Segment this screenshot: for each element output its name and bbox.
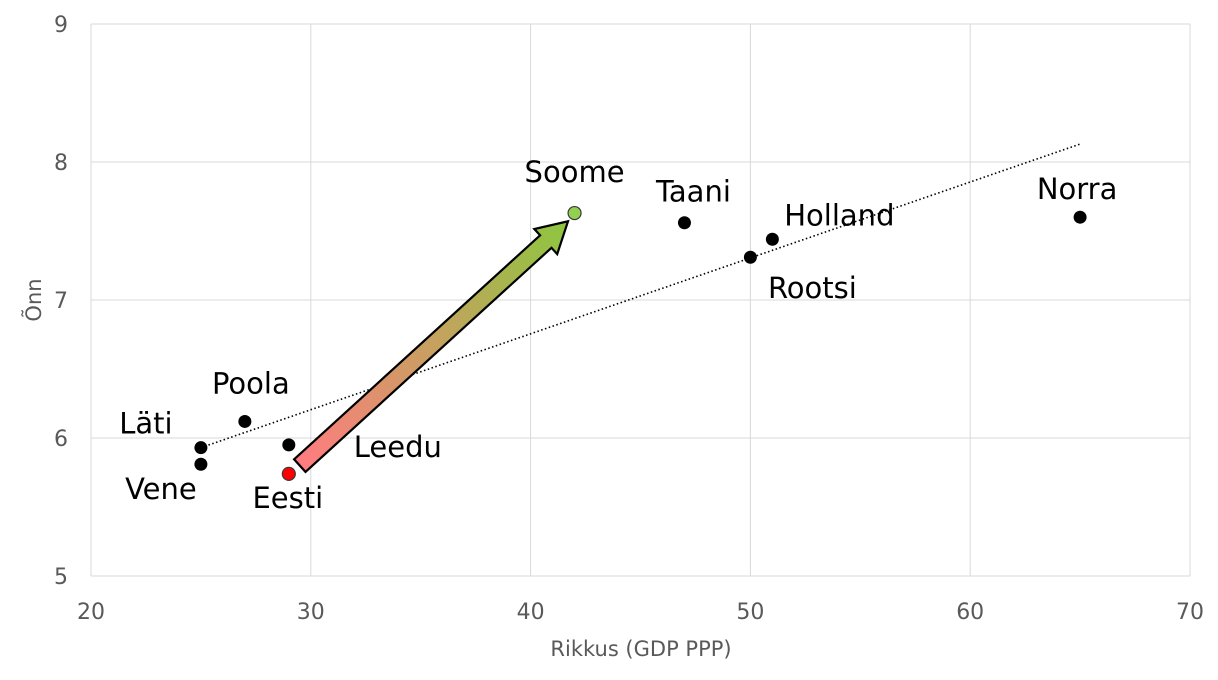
data-point-rootsi [743,250,757,264]
trendline-group [200,143,1081,449]
grid [90,23,1191,577]
data-point-soome [567,205,582,221]
data-point-eesti [281,466,296,481]
data-point-taani [677,216,691,230]
y-tick-label: 8 [54,151,68,176]
point-label-eesti: Eesti [252,481,323,515]
x-tick-label: 40 [517,600,545,625]
data-point-leedu [282,438,296,452]
x-tick-label: 20 [77,600,105,625]
point-label-norra: Norra [1037,172,1118,206]
arrow-group [292,219,570,474]
data-point-läti [194,441,208,455]
data-points [194,205,1087,481]
y-axis-title: Õnn [20,278,46,321]
x-tick-label: 30 [297,600,325,625]
x-tick-label: 50 [736,600,764,625]
point-label-leedu: Leedu [354,430,442,464]
point-label-taani: Taani [655,175,731,209]
data-point-poola [238,414,252,428]
point-labels: Läti Vene Poola Leedu Eesti Soome Taani Rootsi H… [119,155,1117,515]
point-label-läti: Läti [119,407,172,441]
tick-labels: 20 30 40 50 60 70 5 6 7 8 9 [54,13,1204,625]
point-label-rootsi: Rootsi [768,271,857,305]
trendline [200,143,1081,449]
data-point-vene [194,457,208,471]
point-label-soome: Soome [525,155,625,189]
x-tick-label: 60 [956,600,984,625]
y-tick-label: 7 [54,289,68,314]
y-tick-label: 5 [54,565,68,590]
point-label-vene: Vene [125,472,197,506]
point-label-poola: Poola [212,366,290,400]
gradient-arrow [292,219,570,474]
data-point-norra [1073,210,1087,224]
point-label-holland: Holland [784,198,894,232]
y-tick-label: 6 [54,427,68,452]
x-axis-title: Rikkus (GDP PPP) [550,637,731,661]
x-tick-label: 70 [1176,600,1204,625]
data-point-holland [765,232,779,246]
y-tick-label: 9 [54,13,68,38]
